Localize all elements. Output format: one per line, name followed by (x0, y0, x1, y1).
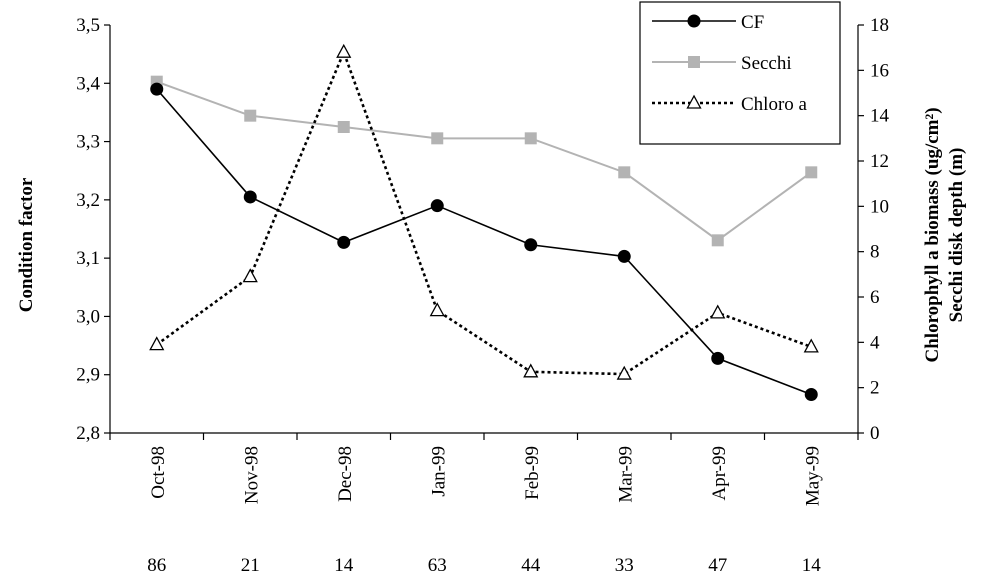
left-axis-title: Condition factor (16, 177, 37, 312)
legend: CF Secchi Chloro a (639, 1, 841, 145)
sample-count-label: 21 (241, 555, 260, 576)
sample-count-label: 63 (428, 555, 447, 576)
right-tick-label: 16 (870, 60, 889, 81)
data-point-cf (337, 235, 351, 249)
data-point-chloro-a (616, 365, 632, 380)
data-point-secchi (244, 109, 257, 122)
right-tick-label: 0 (870, 423, 880, 444)
left-tick-label: 3,5 (76, 15, 100, 36)
data-point-secchi (431, 132, 444, 145)
data-point-secchi (711, 234, 724, 247)
right-tick-label: 10 (870, 196, 889, 217)
right-axis: 0 2 4 6 8 10 12 14 16 18 (857, 15, 890, 444)
data-point-chloro-a (803, 338, 819, 353)
left-tick-label: 3,0 (76, 306, 100, 327)
left-tick-label: 3,1 (76, 248, 100, 269)
left-tick-label: 3,3 (76, 132, 100, 153)
sample-count-label: 47 (708, 555, 727, 576)
data-point-cf (711, 351, 725, 365)
right-tick-label: 2 (870, 378, 880, 399)
legend-label-chloro-a: Chloro a (741, 94, 808, 115)
x-axis: Oct-98 Nov-98 Dec-98 Jan-99 Feb-99 Mar-99 Apr-… (109, 432, 859, 576)
sample-count-label: 33 (615, 555, 634, 576)
left-axis: 2,8 2,9 3,0 3,1 3,2 3,3 3,4 3,5 (76, 15, 111, 444)
right-tick-label: 8 (870, 242, 880, 263)
sample-count-label: 86 (147, 555, 166, 576)
series-line-chloro-a (155, 48, 812, 376)
x-tick-label: Feb-99 (522, 446, 543, 500)
data-point-secchi (805, 166, 818, 179)
data-point-cf (804, 388, 818, 402)
legend-marker-secchi (688, 56, 700, 68)
sample-count-label: 44 (521, 555, 541, 576)
legend-label-secchi: Secchi (741, 53, 792, 74)
legend-marker-chloro-a (686, 94, 702, 109)
right-tick-label: 18 (870, 15, 889, 36)
right-tick-label: 4 (870, 332, 880, 353)
series-layer (149, 43, 819, 402)
series-line-cf (156, 88, 812, 396)
data-point-cf (243, 190, 257, 204)
data-point-secchi (524, 132, 537, 145)
series-cf (150, 82, 818, 402)
series-secchi (150, 75, 818, 247)
right-tick-label: 14 (870, 106, 890, 127)
legend-label-cf: CF (741, 12, 764, 33)
data-point-chloro-a (149, 336, 165, 351)
data-point-secchi (618, 166, 631, 179)
data-point-cf (430, 199, 444, 213)
x-tick-label: Dec-98 (335, 446, 356, 502)
sample-count-label: 14 (802, 555, 822, 576)
left-tick-label: 2,9 (76, 365, 100, 386)
left-tick-label: 3,2 (76, 190, 100, 211)
left-tick-label: 2,8 (76, 423, 100, 444)
legend-box (639, 1, 841, 145)
right-tick-label: 6 (870, 287, 880, 308)
data-point-cf (617, 249, 631, 263)
x-tick-label: Nov-98 (241, 446, 262, 504)
right-tick-label: 12 (870, 151, 889, 172)
sample-count-label: 14 (334, 555, 354, 576)
right-axis-title-chlorophyll: Chlorophyll a biomass (ug/cm²) (922, 107, 943, 362)
data-point-cf (524, 238, 538, 252)
x-tick-label: May-99 (802, 446, 823, 506)
x-tick-label: Oct-98 (148, 446, 169, 499)
legend-marker-cf (687, 14, 701, 28)
x-tick-label: Jan-99 (428, 446, 449, 497)
right-axis-title-secchi: Secchi disk depth (m) (946, 148, 967, 323)
series-line-secchi (156, 80, 812, 242)
data-point-chloro-a (523, 363, 539, 378)
data-point-cf (150, 82, 164, 96)
data-point-chloro-a (429, 302, 445, 317)
data-point-chloro-a (710, 304, 726, 319)
x-tick-label: Mar-99 (615, 446, 636, 503)
data-point-chloro-a (242, 268, 258, 283)
left-tick-label: 3,4 (76, 73, 100, 94)
data-point-chloro-a (336, 43, 352, 58)
data-point-secchi (337, 121, 350, 133)
series-chloro-a (149, 43, 819, 380)
x-tick-label: Apr-99 (709, 446, 730, 501)
